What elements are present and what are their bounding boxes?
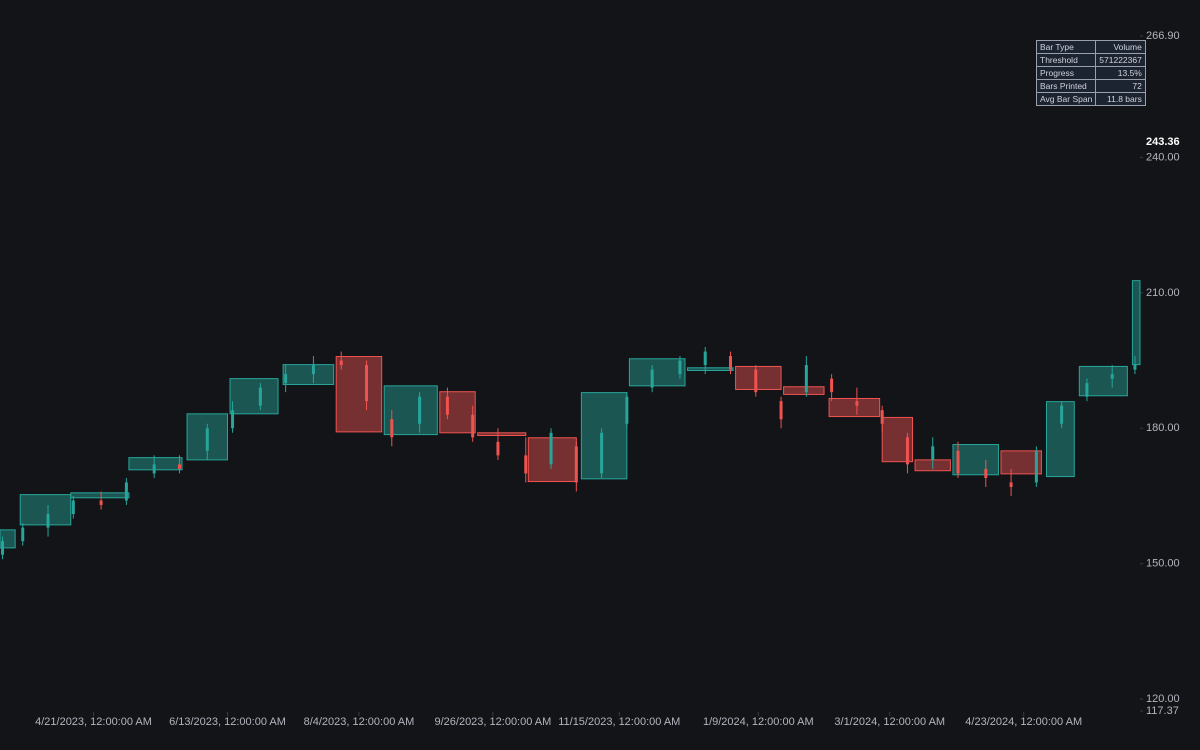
candle-body — [418, 396, 422, 424]
candle-body — [339, 360, 343, 366]
y-tick-label: 180.00 — [1146, 422, 1180, 434]
candle-body — [830, 378, 834, 393]
candle-body — [729, 356, 733, 370]
candle-body — [1085, 383, 1089, 397]
table-key: Threshold — [1035, 53, 1097, 67]
y-tick-label: 266.90 — [1146, 30, 1180, 42]
candle-body — [524, 455, 528, 474]
candle-body — [1, 541, 5, 555]
x-tick-label: 6/13/2023, 12:00:00 AM — [169, 716, 286, 728]
candle-body — [625, 396, 629, 424]
volume-bar — [186, 413, 228, 461]
y-tick-label: 240.00 — [1146, 151, 1180, 163]
candle-body — [905, 437, 909, 465]
candle-body — [574, 446, 578, 483]
candle-body — [880, 410, 884, 424]
volume-bar — [477, 432, 527, 437]
x-tick-label: 8/4/2023, 12:00:00 AM — [304, 716, 415, 728]
candle-body — [754, 369, 758, 393]
candle-body — [177, 464, 181, 469]
candle-body — [931, 446, 935, 460]
table-key: Avg Bar Span — [1035, 92, 1097, 106]
volume-bar — [783, 386, 825, 395]
table-value: 571222367 — [1095, 53, 1146, 67]
candle-body — [650, 369, 654, 388]
table-row: Bars Printed 72 — [1035, 79, 1146, 93]
candle-body — [804, 365, 808, 393]
table-value: 13.5% — [1095, 66, 1146, 80]
table-value: 72 — [1095, 79, 1146, 93]
candle-body — [311, 365, 315, 375]
candle-body — [284, 374, 288, 384]
table-row: Avg Bar Span 11.8 bars — [1035, 92, 1146, 106]
candle-body — [956, 450, 960, 474]
candle-body — [855, 401, 859, 406]
x-tick-label: 4/21/2023, 12:00:00 AM — [35, 716, 152, 728]
candle-body — [21, 527, 25, 542]
y-tick-label: 117.37 — [1146, 705, 1179, 717]
candle-body — [231, 410, 235, 429]
table-key: Bars Printed — [1035, 79, 1097, 93]
volume-bar — [628, 358, 686, 387]
candle-body — [549, 432, 553, 465]
table-row: Bar Type Volume — [1035, 40, 1146, 54]
volume-bar — [735, 365, 782, 390]
x-tick-label: 11/15/2023, 12:00:00 AM — [558, 716, 680, 728]
candle-body — [984, 468, 988, 478]
volume-bar — [1000, 450, 1042, 475]
candle-body — [1034, 450, 1038, 483]
volume-bar — [1131, 280, 1141, 366]
candle-body — [390, 419, 394, 438]
candle-body — [1060, 405, 1064, 424]
table-row: Threshold 571222367 — [1035, 53, 1146, 67]
volume-bar — [70, 492, 130, 499]
candle-body — [678, 360, 682, 375]
candle-body — [496, 441, 500, 456]
candle-body — [1110, 374, 1114, 379]
y-tick-label: 150.00 — [1146, 558, 1180, 570]
volume-bar — [828, 397, 881, 418]
table-value: 11.8 bars — [1095, 92, 1146, 106]
x-tick-label: 3/1/2024, 12:00:00 AM — [834, 716, 945, 728]
volume-bar — [687, 367, 734, 371]
candle-body — [71, 500, 75, 515]
volume-bar — [335, 356, 383, 433]
volume-bar — [282, 364, 335, 385]
table-value: Volume — [1095, 40, 1146, 54]
candle-body — [703, 351, 707, 366]
candle-body — [205, 428, 209, 451]
candle-body — [471, 414, 475, 438]
table-row: Progress 13.5% — [1035, 66, 1146, 80]
table-key: Progress — [1035, 66, 1097, 80]
candle-body — [365, 365, 369, 402]
candle-body — [779, 401, 783, 420]
volume-bar — [952, 444, 999, 476]
candle-body — [1133, 365, 1137, 370]
candle-body — [1009, 482, 1013, 487]
candle-body — [258, 387, 262, 406]
candle-body — [445, 396, 449, 415]
volume-bar — [580, 392, 628, 480]
x-tick-label: 1/9/2024, 12:00:00 AM — [703, 716, 814, 728]
candle-body — [152, 464, 156, 474]
x-tick-label: 9/26/2023, 12:00:00 AM — [434, 716, 551, 728]
candle-body — [600, 432, 604, 474]
volume-bar — [229, 378, 279, 415]
table-key: Bar Type — [1035, 40, 1097, 54]
volume-bar — [439, 391, 476, 434]
candle-body — [99, 500, 103, 506]
info-table: Bar Type Volume Threshold 571222367 Progress… — [1035, 40, 1146, 106]
y-tick-label: 210.00 — [1146, 287, 1180, 299]
volume-bar — [19, 494, 72, 526]
last-price-label: 243.36 — [1146, 136, 1180, 148]
x-tick-label: 4/23/2024, 12:00:00 AM — [965, 716, 1082, 728]
candle-body — [46, 514, 50, 528]
y-tick-label: 120.00 — [1146, 693, 1180, 705]
candle-body — [124, 482, 128, 501]
